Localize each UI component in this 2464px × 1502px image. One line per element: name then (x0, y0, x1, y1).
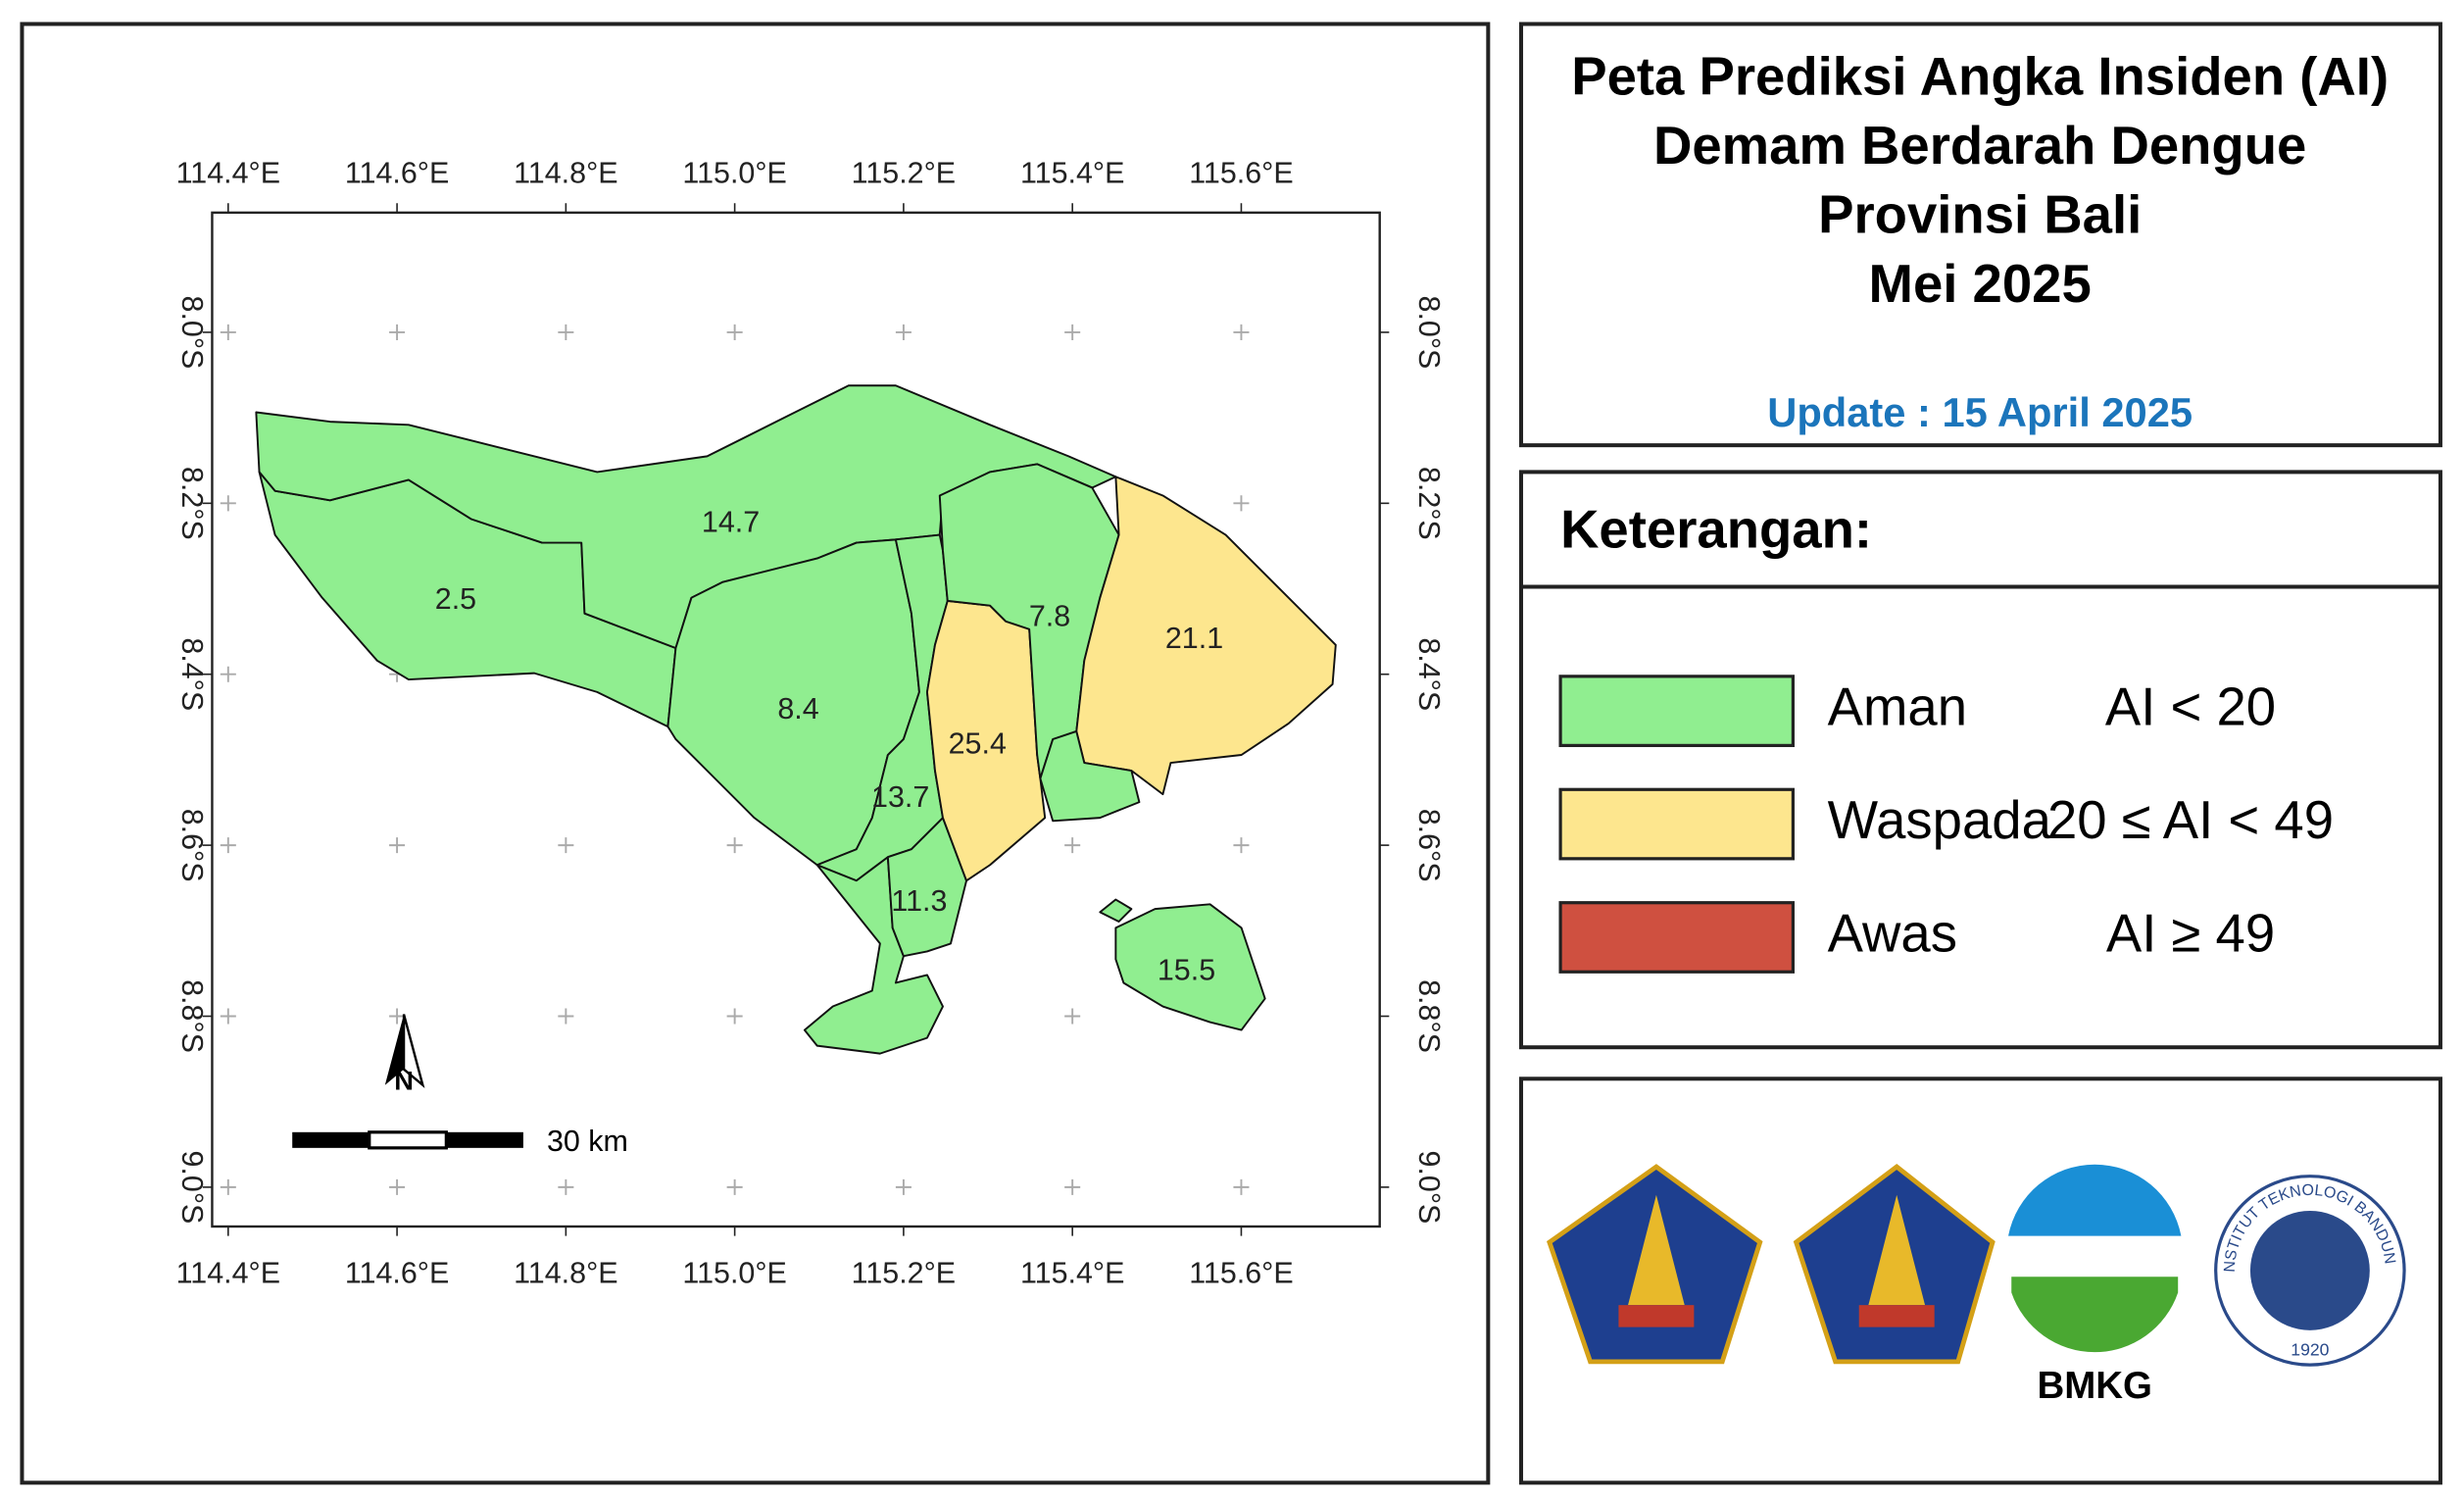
legend-rule: AI ≥ 49 (2106, 903, 2275, 963)
region-value: 11.3 (891, 884, 947, 918)
grid-cross (220, 324, 236, 340)
x-tick-label: 115.4°E (1020, 156, 1124, 189)
logo-bmkg: BMKG (2006, 1164, 2184, 1407)
y-tick-label: 8.0°S (1412, 296, 1446, 370)
legend-swatch (1558, 787, 1795, 861)
logo-bali-1 (1547, 1164, 1763, 1365)
x-tick-label: 114.4°E (176, 1257, 280, 1290)
legend-label: Aman (1828, 677, 1967, 737)
itb-year: 1920 (2291, 1339, 2329, 1359)
legend-heading: Keterangan: (1560, 499, 1872, 559)
region (1099, 898, 1133, 923)
legend-swatch (1558, 675, 1795, 747)
x-tick-label: 114.6°E (345, 156, 449, 189)
region-value: 2.5 (435, 582, 476, 616)
legend-rule: 20 ≤ AI < 49 (2047, 790, 2334, 850)
north-label: N (394, 1066, 414, 1096)
logo-bali-2 (1793, 1164, 1996, 1365)
north-arrow: N (384, 1014, 425, 1096)
grid-cross (389, 324, 406, 340)
grid-cross (726, 837, 743, 854)
region (1039, 729, 1141, 823)
y-tick-label: 8.6°S (1412, 809, 1446, 882)
title-line: Demam Berdarah Dengue (1653, 116, 2306, 175)
title-panel (1519, 22, 2442, 448)
grid-cross (220, 1178, 236, 1195)
grid-cross (895, 324, 912, 340)
region-value: 15.5 (1158, 953, 1215, 986)
scale-label: 30 km (547, 1125, 628, 1158)
region-value: 8.4 (777, 692, 818, 726)
grid-cross (1064, 1178, 1081, 1195)
legend-swatch (1558, 901, 1795, 974)
update-date: Update : 15 April 2025 (1767, 389, 2193, 435)
legend-rule: AI < 20 (2105, 677, 2276, 737)
region (1114, 903, 1266, 1031)
region-value: 21.1 (1165, 622, 1223, 655)
region-value: 14.7 (702, 505, 760, 538)
legend-label: Waspada (1828, 790, 2052, 850)
title-line: Peta Prediksi Angka Insiden (AI) (1571, 47, 2389, 107)
grid-cross (558, 1178, 574, 1195)
x-tick-label: 115.0°E (682, 156, 786, 189)
legend-label: Awas (1828, 903, 1957, 963)
scale-bar: 30 km (292, 1125, 628, 1158)
bmkg-label: BMKG (2037, 1365, 2152, 1407)
grid-cross (389, 837, 406, 854)
x-tick-label: 114.8°E (514, 156, 617, 189)
grid-cross (558, 837, 574, 854)
x-tick-label: 115.0°E (682, 1257, 786, 1290)
grid-cross (220, 666, 236, 682)
region (886, 817, 968, 958)
region (1075, 476, 1337, 796)
title-line: Mei 2025 (1869, 254, 2092, 314)
x-tick-label: 115.2°E (852, 156, 956, 189)
grid-cross (1064, 837, 1081, 854)
x-tick-label: 115.6°E (1189, 1257, 1293, 1290)
region-value: 7.8 (1029, 600, 1070, 633)
grid-cross (389, 1008, 406, 1025)
x-tick-label: 114.4°E (176, 156, 280, 189)
grid-cross (558, 1008, 574, 1025)
grid-cross (726, 1178, 743, 1195)
y-tick-label: 9.0°S (1412, 1150, 1446, 1224)
grid-cross (220, 495, 236, 512)
x-tick-label: 115.2°E (852, 1257, 956, 1290)
grid-cross (389, 1178, 406, 1195)
title-line: Provinsi Bali (1818, 185, 2142, 245)
region-value: 13.7 (871, 780, 929, 814)
grid-cross (220, 1008, 236, 1025)
grid-cross (726, 324, 743, 340)
grid-cross (1064, 1008, 1081, 1025)
x-tick-label: 114.6°E (345, 1257, 449, 1290)
x-tick-label: 114.8°E (514, 1257, 617, 1290)
grid-cross (1233, 324, 1250, 340)
x-tick-label: 115.4°E (1020, 1257, 1124, 1290)
x-tick-label: 115.6°E (1189, 156, 1293, 189)
region-value: 25.4 (949, 726, 1007, 760)
grid-cross (895, 1178, 912, 1195)
y-tick-label: 8.2°S (1412, 467, 1446, 540)
grid-cross (1233, 837, 1250, 854)
grid-cross (558, 324, 574, 340)
grid-cross (726, 1008, 743, 1025)
y-tick-label: 8.8°S (1412, 979, 1446, 1053)
y-tick-label: 8.4°S (1412, 637, 1446, 711)
grid-cross (1064, 324, 1081, 340)
grid-cross (1233, 495, 1250, 512)
grid-cross (220, 837, 236, 854)
grid-cross (1233, 1178, 1250, 1195)
